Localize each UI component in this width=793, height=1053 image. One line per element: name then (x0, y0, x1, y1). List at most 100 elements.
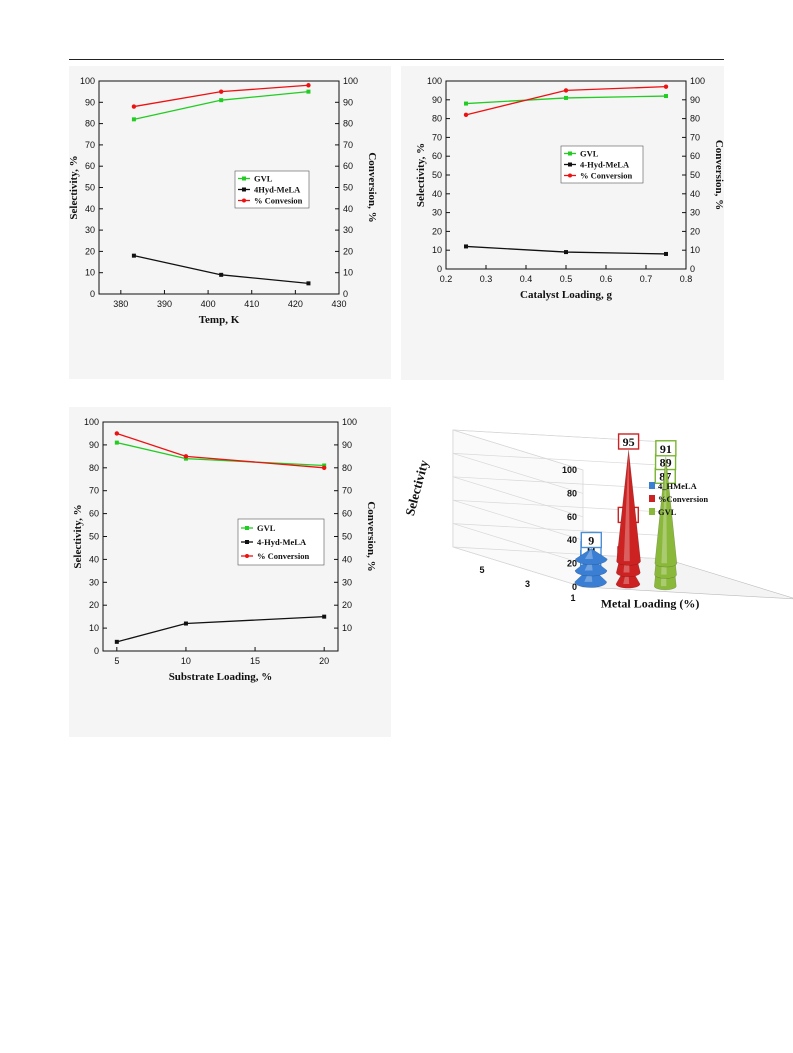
legend-label: %Conversion (658, 494, 708, 504)
y-tick-label: 90 (85, 97, 95, 107)
data-point (663, 84, 669, 89)
x-tick-label: 5 (479, 565, 484, 575)
y-tick-label: 40 (432, 189, 442, 199)
series-line-3 (133, 84, 309, 108)
legend-swatch (649, 482, 655, 489)
legend-label: GVL (254, 174, 273, 184)
series-line-1 (133, 91, 309, 120)
data-point (131, 117, 136, 122)
legend-label: 4_HMeLA (658, 481, 698, 491)
data-point (464, 101, 468, 106)
data-point (322, 614, 327, 619)
chart-panel-catalyst-loading: 0 10 20 30 40 50 60 70 80 90 100 0 10 20 30 40 50 60 70 80 9… (401, 66, 725, 380)
gridline (452, 429, 667, 471)
x-tick-label: 0.4 (520, 274, 533, 284)
y-tick-label: 30 (85, 225, 95, 235)
legend-label: GVL (580, 149, 599, 159)
data-point (114, 431, 120, 436)
legend-marker (242, 187, 246, 192)
data-point (219, 98, 224, 103)
x-axis-label: Catalyst Loading, g (520, 289, 612, 301)
y-tick-label: 60 (85, 161, 95, 171)
y-tick-label: 20 (85, 246, 95, 256)
y-tick-label: 90 (89, 440, 99, 450)
legend-marker (242, 176, 246, 181)
data-point (664, 251, 668, 256)
y-axis-label: Selectivity, % (68, 155, 80, 219)
legend-swatch (649, 495, 655, 502)
y-tick-label: 60 (567, 512, 577, 522)
page-header-rule (69, 59, 724, 60)
cone-highlight (661, 456, 667, 564)
legend-swatch (649, 508, 655, 515)
y2-tick-label: 30 (342, 577, 352, 587)
data-point (183, 456, 188, 461)
cone-4_HMeLA (575, 548, 608, 565)
data-point (463, 112, 469, 118)
x-tick-label: 5 (114, 656, 119, 666)
x-axis-label: Temp, K (199, 314, 240, 326)
data-label: 91 (660, 442, 672, 456)
y-tick-label: 0 (94, 646, 99, 656)
y2-tick-label: 90 (343, 97, 353, 107)
legend-label: % Conversion (580, 171, 632, 181)
data-point (306, 89, 311, 94)
series-line-2 (133, 255, 309, 284)
y2-tick-label: 100 (343, 76, 358, 86)
y-axis-label: Selectivity, % (415, 143, 427, 207)
y2-tick-label: 30 (343, 225, 353, 235)
y-tick-label: 50 (85, 183, 95, 193)
y-tick-label: 20 (89, 600, 99, 610)
y2-tick-label: 30 (690, 208, 700, 218)
legend-label: 4Hyd-MeLA (254, 185, 301, 195)
data-point (306, 83, 311, 88)
y2-tick-label: 0 (343, 289, 348, 299)
gridline (452, 523, 667, 564)
chart-panel-substrate-loading: 0 10 20 30 40 50 60 70 80 90 100 10 20 30 40 50 60 70 80 90… (69, 407, 391, 737)
y2-tick-label: 70 (342, 486, 352, 496)
y-tick-label: 90 (432, 95, 442, 105)
y-tick-label: 30 (89, 577, 99, 587)
y-tick-label: 0 (572, 582, 577, 592)
cone-4_HMeLA (574, 557, 608, 577)
y-axis-label: Selectivity (402, 458, 431, 517)
y2-tick-label: 100 (342, 417, 357, 427)
series-line-1 (116, 441, 325, 467)
x-axis-label: Substrate Loading, % (169, 671, 273, 683)
legend-marker (245, 540, 249, 544)
cone-highlight (584, 548, 593, 560)
data-point (114, 440, 119, 445)
y-tick-label: 60 (89, 509, 99, 519)
y-tick-label: 100 (80, 76, 95, 86)
legend-label: GVL (257, 523, 276, 533)
data-point (183, 621, 188, 626)
x-tick-label: 15 (250, 656, 260, 666)
y2-tick-label: 60 (342, 509, 352, 519)
data-point (322, 463, 327, 468)
y-tick-label: 70 (89, 486, 99, 496)
y-tick-label: 80 (89, 463, 99, 473)
y2-axis-label: Conversion, % (365, 501, 377, 571)
y2-tick-label: 20 (690, 226, 700, 236)
legend-marker (242, 198, 246, 203)
data-point (321, 465, 327, 470)
x-tick-label: 0.7 (640, 274, 653, 284)
data-point (183, 454, 189, 459)
y2-tick-label: 100 (690, 76, 705, 86)
y-tick-label: 80 (567, 488, 577, 498)
cone-GVL (654, 456, 678, 568)
y2-axis-label: Conversion, % (366, 152, 378, 222)
x-tick-label: 10 (181, 656, 191, 666)
data-label: 95 (623, 435, 635, 449)
y2-tick-label: 0 (690, 264, 695, 274)
y-tick-label: 100 (427, 76, 442, 86)
y2-tick-label: 10 (343, 268, 353, 278)
data-point (114, 639, 119, 644)
y-tick-label: 50 (432, 170, 442, 180)
data-point (219, 272, 224, 277)
gridline (452, 499, 667, 541)
y2-tick-label: 70 (343, 140, 353, 150)
legend-marker (245, 526, 249, 530)
y-tick-label: 60 (432, 151, 442, 161)
data-point (664, 94, 668, 99)
